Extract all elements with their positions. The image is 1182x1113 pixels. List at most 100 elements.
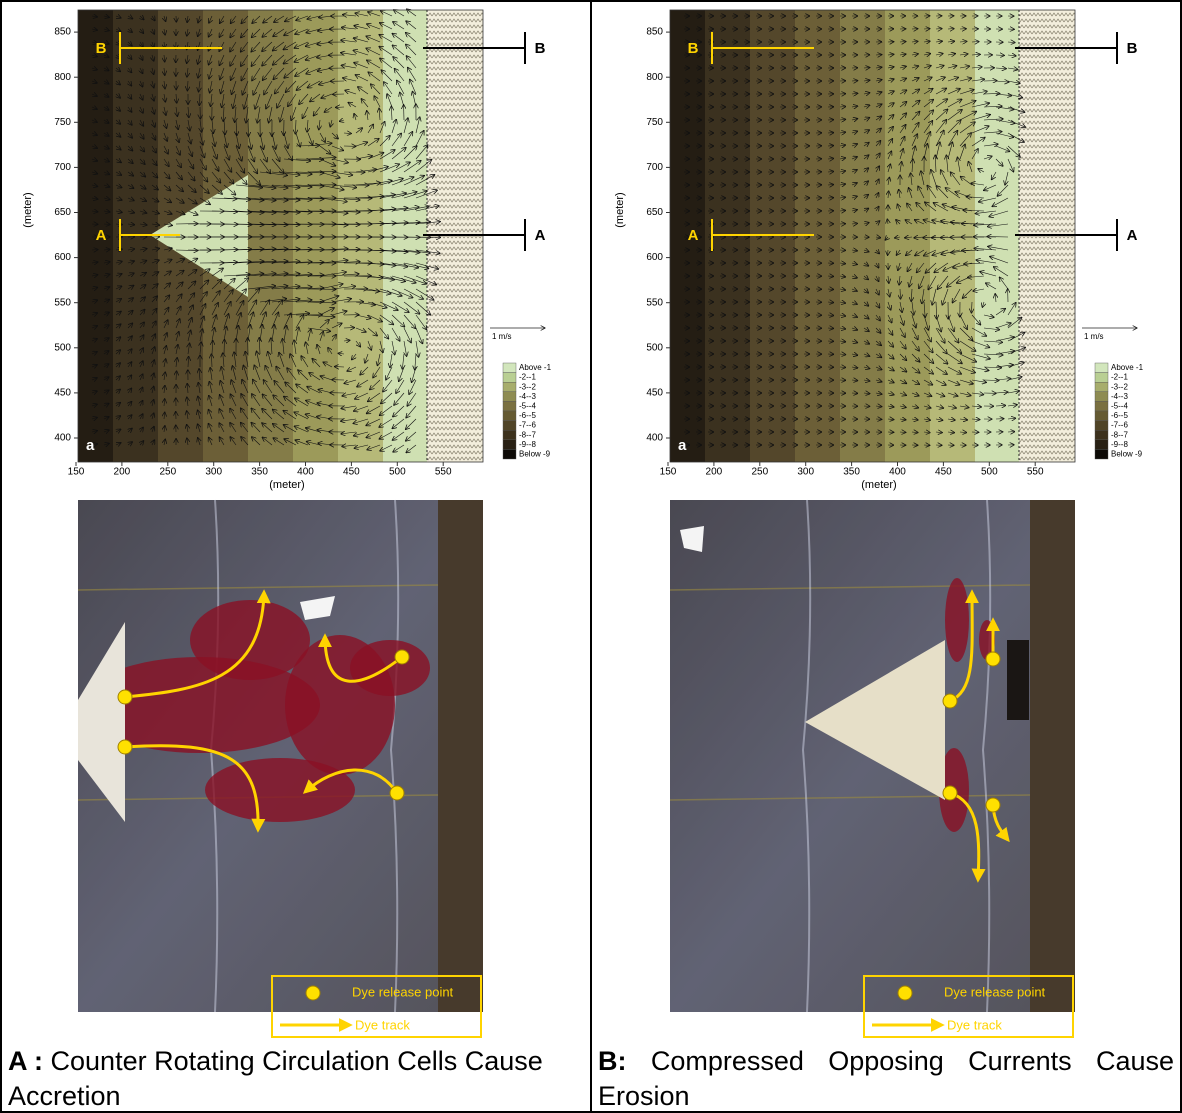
velocity-arrow: [296, 15, 309, 20]
y-tick-label: 700: [54, 162, 71, 173]
velocity-arrow: [331, 299, 351, 303]
x-tick-label: 500: [389, 467, 406, 478]
velocity-arrow: [91, 275, 98, 276]
velocity-arrow: [91, 378, 97, 380]
velocity-arrow: [301, 356, 309, 368]
velocity-arrow: [223, 211, 251, 212]
velocity-arrow: [296, 384, 309, 394]
velocity-arrow: [283, 54, 297, 64]
velocity-arrow: [103, 325, 109, 328]
velocity-arrow: [152, 28, 154, 34]
x-tick-label: 350: [843, 467, 860, 478]
velocity-arrow: [247, 145, 254, 162]
velocity-arrow: [176, 106, 177, 116]
velocity-arrow: [176, 358, 177, 368]
velocity-arrow: [140, 400, 143, 407]
velocity-arrow: [187, 411, 188, 420]
velocity-arrow: [211, 268, 223, 277]
velocity-arrow: [198, 396, 200, 407]
depth-band: [248, 10, 293, 462]
velocity-arrow: [271, 132, 276, 149]
velocity-arrow: [231, 80, 237, 95]
y-tick-label: 550: [646, 297, 663, 308]
dye-release-point: [942, 693, 958, 709]
velocity-arrow: [343, 340, 350, 341]
y-tick-label: 700: [646, 162, 663, 173]
velocity-arrow: [246, 106, 248, 123]
velocity-arrow: [104, 403, 109, 406]
velocity-arrow: [257, 106, 260, 123]
dye-plume: [350, 640, 430, 696]
velocity-arrow: [128, 442, 132, 445]
section-label: A: [1127, 227, 1138, 244]
legend-swatch: [1094, 439, 1109, 450]
velocity-arrow: [116, 350, 121, 354]
caption-text: Counter Rotating Circulation Cells Cause…: [8, 1046, 543, 1111]
velocity-arrow: [271, 338, 272, 355]
velocity-arrow: [294, 340, 296, 355]
velocity-arrow: [103, 211, 110, 212]
velocity-arrow: [103, 249, 110, 250]
velocity-arrow: [319, 184, 344, 190]
velocity-arrow: [259, 184, 288, 188]
panel: 150 200 250 300 350 400 450 500 550 400 450 500 550 6…: [22, 9, 552, 1038]
legend-label: -3--2: [1111, 382, 1128, 391]
velocity-arrow: [198, 382, 200, 394]
caption-label: A :: [8, 1046, 43, 1076]
velocity-arrow: [251, 422, 261, 433]
velocity-arrow: [103, 55, 109, 57]
velocity-arrow: [271, 211, 300, 212]
legend-swatch: [1094, 362, 1109, 373]
velocity-arrow: [355, 289, 380, 291]
velocity-arrow: [230, 67, 237, 80]
legend-label: Above -1: [519, 363, 552, 372]
velocity-arrow: [91, 172, 98, 174]
velocity-arrow: [223, 353, 224, 368]
velocity-arrow: [319, 211, 348, 213]
velocity-arrow: [320, 376, 333, 381]
velocity-arrow: [91, 42, 97, 43]
legend-swatch: [502, 410, 517, 421]
velocity-arrow: [116, 81, 120, 85]
legend-swatch: [1094, 401, 1109, 412]
legend-label: -4--3: [519, 392, 536, 401]
velocity-arrow: [283, 145, 293, 161]
velocity-arrow: [91, 94, 97, 96]
legend-label: -9--8: [1111, 440, 1128, 449]
velocity-arrow: [140, 441, 144, 445]
velocity-arrow: [187, 28, 188, 36]
section-label: B: [535, 40, 546, 57]
velocity-arrow: [91, 16, 97, 17]
velocity-arrow: [104, 94, 109, 97]
velocity-arrow: [128, 42, 132, 46]
velocity-arrow: [164, 412, 165, 420]
velocity-arrow: [152, 41, 154, 48]
velocity-arrow: [235, 198, 264, 200]
velocity-arrow: [127, 172, 133, 176]
velocity-arrow: [295, 145, 320, 146]
velocity-arrow: [271, 286, 300, 290]
velocity-arrow: [223, 184, 236, 195]
velocity-arrow: [211, 279, 222, 290]
velocity-arrow: [211, 315, 216, 329]
velocity-arrow: [331, 158, 348, 163]
velocity-arrow: [116, 107, 120, 111]
velocity-arrow: [91, 120, 97, 122]
velocity-arrow: [294, 398, 309, 407]
velocity-arrow: [127, 285, 134, 289]
velocity-arrow: [307, 119, 308, 132]
velocity-arrow: [241, 408, 249, 420]
velocity-arrow: [176, 331, 179, 342]
velocity-arrow: [343, 15, 357, 16]
velocity-arrow: [152, 93, 154, 101]
velocity-arrow: [299, 93, 309, 104]
velocity-arrow: [295, 198, 324, 199]
panel-letter: a: [86, 437, 95, 454]
velocity-arrow: [103, 274, 110, 276]
velocity-arrow: [139, 224, 147, 225]
velocity-arrow: [277, 93, 285, 108]
velocity-arrow: [164, 399, 165, 407]
velocity-arrow: [91, 287, 98, 289]
velocity-arrow: [209, 381, 212, 394]
